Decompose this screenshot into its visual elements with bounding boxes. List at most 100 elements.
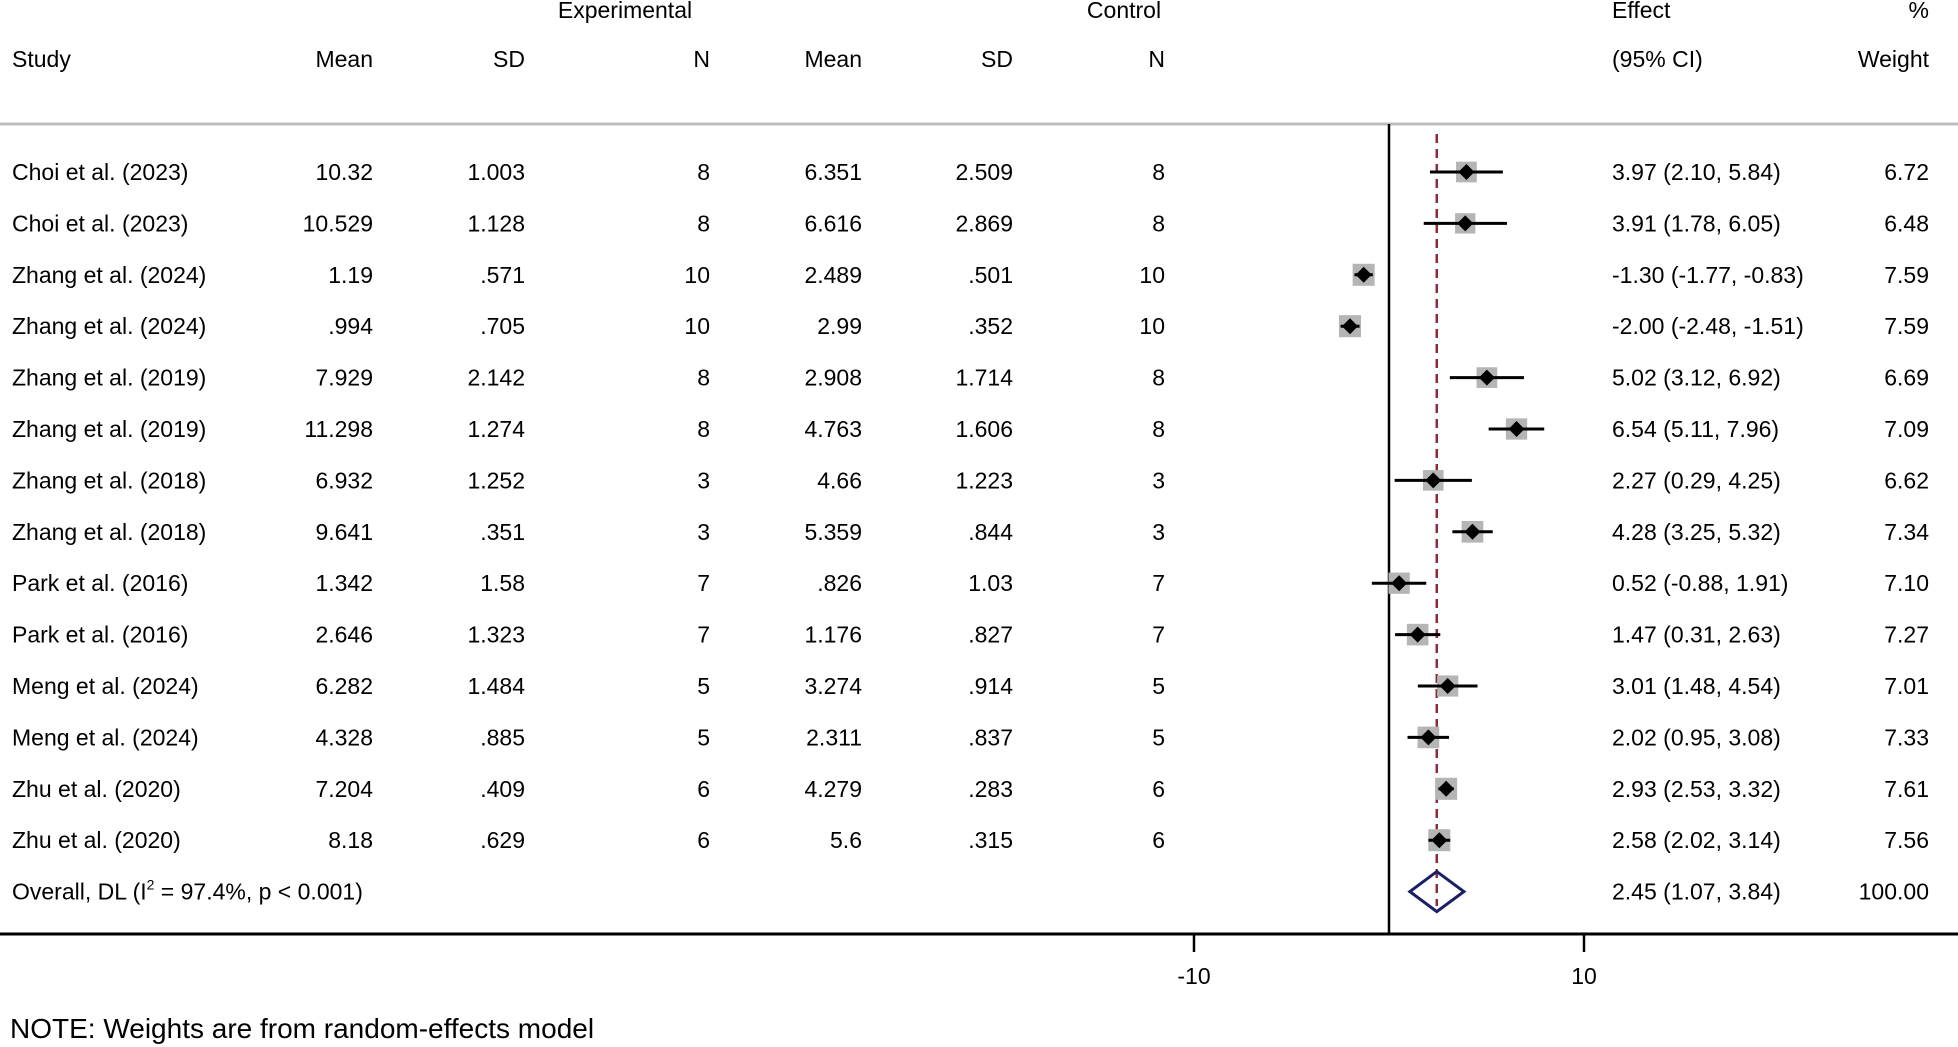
ctl-sd-cell: 2.509 <box>955 159 1013 185</box>
ctl-n-cell: 8 <box>1152 416 1165 442</box>
exp-sd-cell: 1.58 <box>480 570 525 596</box>
point-estimate <box>1431 832 1448 849</box>
header-ctl-sd: SD <box>981 46 1013 72</box>
effect-ci-cell: 3.91 (1.78, 6.05) <box>1612 210 1781 236</box>
overall-label-superscript: 2 <box>147 877 155 893</box>
ctl-mean-cell: .826 <box>817 570 862 596</box>
study-label: Zhang et al. (2024) <box>12 262 206 288</box>
ctl-mean-cell: 4.763 <box>804 416 862 442</box>
ctl-sd-cell: .283 <box>968 776 1013 802</box>
ctl-n-cell: 8 <box>1152 365 1165 391</box>
ctl-sd-cell: .914 <box>968 673 1013 699</box>
point-estimate <box>1457 215 1474 232</box>
weight-cell: 7.01 <box>1884 673 1929 699</box>
ctl-mean-cell: 6.616 <box>804 210 862 236</box>
point-estimate <box>1464 523 1481 540</box>
exp-n-cell: 8 <box>697 210 710 236</box>
exp-sd-cell: .885 <box>480 724 525 750</box>
exp-n-cell: 6 <box>697 776 710 802</box>
exp-mean-cell: 1.19 <box>328 262 373 288</box>
effect-ci-cell: -2.00 (-2.48, -1.51) <box>1612 313 1804 339</box>
study-label: Zhu et al. (2020) <box>12 776 181 802</box>
ctl-sd-cell: 1.714 <box>955 365 1013 391</box>
header-percent: % <box>1909 0 1929 23</box>
ctl-sd-cell: 1.606 <box>955 416 1013 442</box>
ctl-n-cell: 7 <box>1152 570 1165 596</box>
overall-label-prefix: Overall, DL (I <box>12 879 147 905</box>
ctl-n-cell: 6 <box>1152 827 1165 853</box>
point-estimate <box>1355 266 1372 283</box>
ctl-mean-cell: 6.351 <box>804 159 862 185</box>
ctl-mean-cell: 2.908 <box>804 365 862 391</box>
ctl-n-cell: 10 <box>1139 262 1165 288</box>
study-label: Meng et al. (2024) <box>12 673 199 699</box>
header-ctl-mean: Mean <box>804 46 862 72</box>
overall-effect-ci: 2.45 (1.07, 3.84) <box>1612 879 1781 905</box>
exp-mean-cell: 6.932 <box>315 467 373 493</box>
ctl-mean-cell: 2.99 <box>817 313 862 339</box>
exp-n-cell: 3 <box>697 519 710 545</box>
effect-ci-cell: 4.28 (3.25, 5.32) <box>1612 519 1781 545</box>
weight-cell: 7.27 <box>1884 622 1929 648</box>
exp-sd-cell: .409 <box>480 776 525 802</box>
exp-mean-cell: 9.641 <box>315 519 373 545</box>
ctl-sd-cell: .501 <box>968 262 1013 288</box>
exp-sd-cell: 1.128 <box>467 210 525 236</box>
ctl-n-cell: 7 <box>1152 622 1165 648</box>
exp-n-cell: 7 <box>697 570 710 596</box>
ctl-sd-cell: 1.03 <box>968 570 1013 596</box>
ctl-n-cell: 5 <box>1152 673 1165 699</box>
exp-n-cell: 8 <box>697 365 710 391</box>
weight-cell: 7.56 <box>1884 827 1929 853</box>
point-estimate <box>1478 369 1495 386</box>
effect-ci-cell: 3.01 (1.48, 4.54) <box>1612 673 1781 699</box>
header-weight: Weight <box>1858 46 1930 72</box>
study-label: Park et al. (2016) <box>12 622 188 648</box>
point-estimate <box>1438 780 1455 797</box>
exp-mean-cell: 10.529 <box>303 210 373 236</box>
exp-n-cell: 3 <box>697 467 710 493</box>
x-tick-label: 10 <box>1571 963 1597 989</box>
exp-sd-cell: .571 <box>480 262 525 288</box>
ctl-n-cell: 3 <box>1152 519 1165 545</box>
exp-mean-cell: 2.646 <box>315 622 373 648</box>
exp-sd-cell: 1.252 <box>467 467 525 493</box>
exp-mean-cell: 1.342 <box>315 570 373 596</box>
study-label: Park et al. (2016) <box>12 570 188 596</box>
point-estimate <box>1439 678 1456 694</box>
exp-sd-cell: 1.484 <box>467 673 525 699</box>
effect-ci-cell: 2.93 (2.53, 3.32) <box>1612 776 1781 802</box>
study-label: Zhang et al. (2018) <box>12 519 206 545</box>
ctl-sd-cell: .827 <box>968 622 1013 648</box>
ctl-n-cell: 8 <box>1152 159 1165 185</box>
ctl-sd-cell: .837 <box>968 724 1013 750</box>
exp-sd-cell: 2.142 <box>467 365 525 391</box>
ctl-sd-cell: 1.223 <box>955 467 1013 493</box>
overall-label-suffix: = 97.4%, p < 0.001) <box>154 879 362 905</box>
ctl-n-cell: 8 <box>1152 210 1165 236</box>
ctl-n-cell: 3 <box>1152 467 1165 493</box>
study-label: Zhang et al. (2019) <box>12 365 206 391</box>
exp-sd-cell: 1.323 <box>467 622 525 648</box>
exp-sd-cell: 1.003 <box>467 159 525 185</box>
effect-ci-cell: 6.54 (5.11, 7.96) <box>1612 416 1779 442</box>
exp-mean-cell: 11.298 <box>304 416 373 442</box>
weight-cell: 6.48 <box>1884 210 1929 236</box>
point-estimate <box>1458 164 1475 180</box>
ctl-mean-cell: 2.311 <box>806 724 862 750</box>
exp-n-cell: 7 <box>697 622 710 648</box>
weight-cell: 7.34 <box>1884 519 1929 545</box>
study-label: Zhang et al. (2018) <box>12 467 206 493</box>
exp-mean-cell: 4.328 <box>315 724 373 750</box>
study-label: Meng et al. (2024) <box>12 724 199 750</box>
exp-n-cell: 8 <box>697 159 710 185</box>
header-control: Control <box>1087 0 1161 23</box>
exp-mean-cell: 6.282 <box>315 673 373 699</box>
weight-cell: 7.59 <box>1884 313 1929 339</box>
overall-weight: 100.00 <box>1859 879 1929 905</box>
exp-sd-cell: 1.274 <box>467 416 525 442</box>
effect-ci-cell: 3.97 (2.10, 5.84) <box>1612 159 1781 185</box>
weight-cell: 6.62 <box>1884 467 1929 493</box>
header-exp-sd: SD <box>493 46 525 72</box>
